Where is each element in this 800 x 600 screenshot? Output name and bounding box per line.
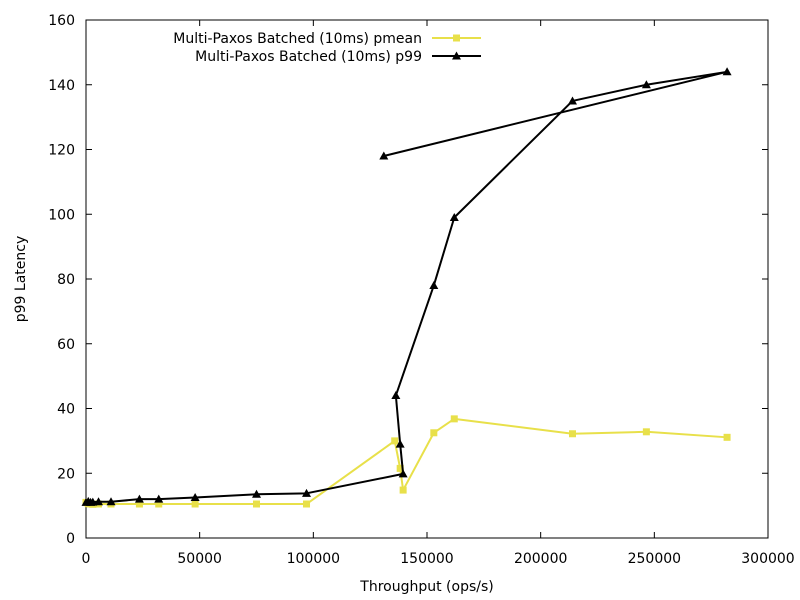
square-marker xyxy=(191,500,199,508)
x-axis-ticks: 0 50000 100000 150000 200000 250000 300000 xyxy=(82,20,795,567)
triangle-marker xyxy=(106,497,116,506)
square-marker xyxy=(391,437,399,445)
triangle-marker xyxy=(398,469,408,478)
y-axis-ticks: 0 20 40 60 80 100 120 140 160 xyxy=(48,13,768,547)
square-marker xyxy=(568,430,576,438)
x-tick-label: 100000 xyxy=(287,551,340,567)
square-marker xyxy=(155,500,163,508)
y-tick-label: 80 xyxy=(57,272,75,288)
triangle-marker xyxy=(379,151,389,160)
triangle-marker xyxy=(134,494,144,503)
y-tick-label: 160 xyxy=(48,13,75,29)
legend-label: Multi-Paxos Batched (10ms) p99 xyxy=(195,49,422,65)
square-marker xyxy=(723,433,731,441)
series-layer xyxy=(81,67,732,508)
x-tick-label: 250000 xyxy=(628,551,681,567)
triangle-marker xyxy=(302,488,312,497)
triangle-marker xyxy=(449,212,459,221)
y-tick-label: 120 xyxy=(48,143,75,159)
square-marker xyxy=(642,428,650,436)
triangle-marker xyxy=(154,494,164,503)
triangle-marker xyxy=(395,439,405,448)
y-tick-label: 0 xyxy=(66,531,75,547)
x-tick-label: 300000 xyxy=(741,551,794,567)
plot-area-border xyxy=(85,19,769,539)
series-pmean xyxy=(82,415,731,508)
square-marker xyxy=(450,415,458,423)
triangle-marker xyxy=(567,96,577,105)
y-tick-label: 60 xyxy=(57,337,75,353)
plot-frame xyxy=(85,19,769,539)
triangle-marker xyxy=(641,80,651,89)
square-marker xyxy=(303,500,311,508)
triangle-marker xyxy=(452,51,461,60)
y-tick-label: 140 xyxy=(48,78,75,94)
legend: Multi-Paxos Batched (10ms) pmean Multi-Pa… xyxy=(173,31,481,65)
series-p99 xyxy=(81,67,732,506)
y-tick-label: 100 xyxy=(48,207,75,223)
triangle-marker xyxy=(190,493,200,502)
square-marker xyxy=(399,486,407,494)
square-marker xyxy=(453,34,460,42)
x-axis-label: Throughput (ops/s) xyxy=(359,579,493,595)
y-tick-label: 20 xyxy=(57,466,75,482)
square-marker xyxy=(135,500,143,508)
series-line xyxy=(85,70,729,504)
square-marker xyxy=(430,429,438,437)
triangle-marker xyxy=(391,391,401,400)
triangle-marker xyxy=(722,67,732,76)
x-tick-label: 50000 xyxy=(177,551,222,567)
square-marker xyxy=(396,464,404,472)
legend-label: Multi-Paxos Batched (10ms) pmean xyxy=(173,31,422,47)
y-axis-label: p99 Latency xyxy=(13,236,29,323)
triangle-marker xyxy=(252,489,261,498)
triangle-marker xyxy=(94,497,104,506)
square-marker xyxy=(253,500,260,508)
y-tick-label: 40 xyxy=(57,402,75,418)
triangle-marker xyxy=(429,280,439,289)
x-tick-label: 150000 xyxy=(400,551,453,567)
x-tick-label: 200000 xyxy=(514,551,567,567)
x-tick-label: 0 xyxy=(82,551,91,567)
